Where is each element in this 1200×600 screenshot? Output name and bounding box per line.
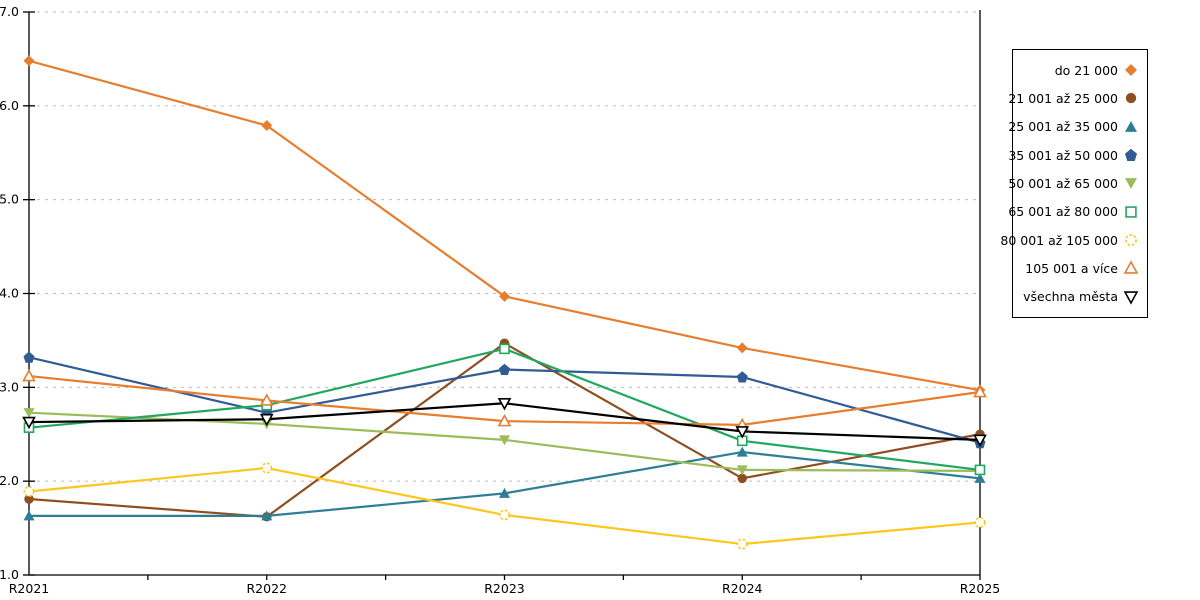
- data-point-marker-s8-x4: [973, 434, 987, 448]
- y-tick-label: 7.0: [0, 4, 19, 19]
- data-point-marker-s8-x1: [259, 413, 274, 427]
- legend-item-label: 80 001 až 105 000: [1000, 232, 1118, 248]
- legend-item-7: 105 001 a více: [1013, 257, 1147, 279]
- legend-marker-diamond-icon: [1125, 64, 1137, 77]
- legend-marker-triangle-up-icon: [1125, 120, 1137, 132]
- data-point-marker-s2-x0: [23, 510, 35, 521]
- legend-marker-circle-icon: [1125, 93, 1137, 104]
- legend-marker-circle-dashed-icon: [1125, 234, 1137, 247]
- y-tick-label: 2.0: [0, 473, 19, 488]
- y-tick-label: 3.0: [0, 379, 19, 394]
- legend-item-3: 35 001 až 50 000: [1008, 144, 1147, 166]
- data-point-marker-s0-x3: [736, 342, 748, 354]
- data-point-marker-s0-x0: [23, 55, 35, 67]
- legend-item-5: 65 001 až 80 000: [1008, 201, 1147, 223]
- data-point-marker-s6-x0: [23, 485, 35, 498]
- legend-item-label: 65 001 až 80 000: [1008, 204, 1118, 220]
- legend-item-label: všechna města: [1023, 289, 1118, 305]
- legend-marker-square-icon: [1125, 206, 1137, 218]
- legend-item-label: 25 001 až 35 000: [1008, 119, 1118, 135]
- legend-item-2: 25 001 až 35 000: [1008, 116, 1147, 138]
- data-point-marker-s2-x1: [261, 510, 273, 521]
- data-point-marker-s7-x1: [259, 393, 274, 406]
- legend-marker-pentagon-icon: [1125, 148, 1137, 162]
- y-tick-label: 1.0: [0, 567, 19, 582]
- data-point-marker-s4-x3: [736, 465, 748, 476]
- x-tick-label: R2022: [247, 581, 288, 596]
- data-point-marker-s7-x4: [973, 384, 987, 398]
- legend-item-label: do 21 000: [1054, 62, 1118, 78]
- legend-item-4: 50 001 až 65 000: [1008, 172, 1147, 194]
- x-tick-label: R2021: [9, 581, 50, 596]
- y-tick-label: 5.0: [0, 192, 19, 207]
- legend-item-8: všechna města: [1013, 286, 1147, 308]
- legend-marker-triangle-down-icon: [1123, 291, 1139, 305]
- data-point-marker-s5-x4: [974, 464, 986, 476]
- data-point-marker-s0-x1: [261, 120, 273, 132]
- data-point-marker-s2-x4: [974, 472, 986, 483]
- legend-item-label: 35 001 až 50 000: [1008, 147, 1118, 163]
- y-tick-label: 4.0: [0, 286, 19, 301]
- legend-box: do 21 000 21 001 až 25 000 25 001 až 35 00…: [1000, 49, 1148, 318]
- data-point-marker-s7-x0: [22, 368, 36, 382]
- legend-item-label: 105 001 a více: [1025, 260, 1118, 276]
- series-line-6: [28, 466, 981, 546]
- data-point-marker-s4-x2: [499, 435, 510, 446]
- x-tick-label: R2023: [484, 581, 525, 596]
- data-point-marker-s8-x2: [497, 397, 512, 411]
- legend-item-0: do 21 000: [1013, 59, 1147, 81]
- data-point-marker-s1-x3: [737, 473, 747, 484]
- data-point-marker-s2-x3: [736, 446, 748, 457]
- data-point-marker-s0-x2: [499, 290, 510, 302]
- data-point-marker-s4-x0: [23, 408, 35, 419]
- data-point-marker-s2-x2: [499, 487, 510, 498]
- data-point-marker-s3-x2: [499, 363, 510, 376]
- y-tick-label: 6.0: [0, 98, 19, 113]
- legend-item-1: 21 001 až 25 000: [1008, 87, 1147, 109]
- data-point-marker-s1-x0: [24, 494, 34, 504]
- data-point-marker-s6-x4: [974, 516, 986, 528]
- series-line-2: [29, 450, 981, 517]
- data-point-marker-s6-x3: [736, 538, 748, 550]
- data-point-marker-s6-x1: [261, 462, 273, 474]
- data-point-marker-s5-x2: [499, 343, 510, 355]
- legend-marker-triangle-down-icon: [1125, 178, 1137, 190]
- x-tick-label: R2025: [960, 581, 1001, 596]
- legend-item-6: 80 001 až 105 000: [1000, 229, 1147, 251]
- data-point-marker-s6-x2: [498, 509, 511, 521]
- data-point-marker-s7-x2: [497, 413, 512, 427]
- legend-item-label: 50 001 až 65 000: [1008, 175, 1118, 191]
- data-point-marker-s8-x3: [735, 426, 750, 439]
- x-tick-label: R2024: [722, 581, 763, 596]
- data-point-marker-s8-x0: [22, 416, 36, 430]
- data-point-marker-s3-x3: [736, 371, 748, 383]
- legend-item-label: 21 001 až 25 000: [1008, 90, 1118, 106]
- data-point-marker-s3-x0: [23, 351, 35, 363]
- legend-marker-triangle-up-icon: [1123, 260, 1139, 275]
